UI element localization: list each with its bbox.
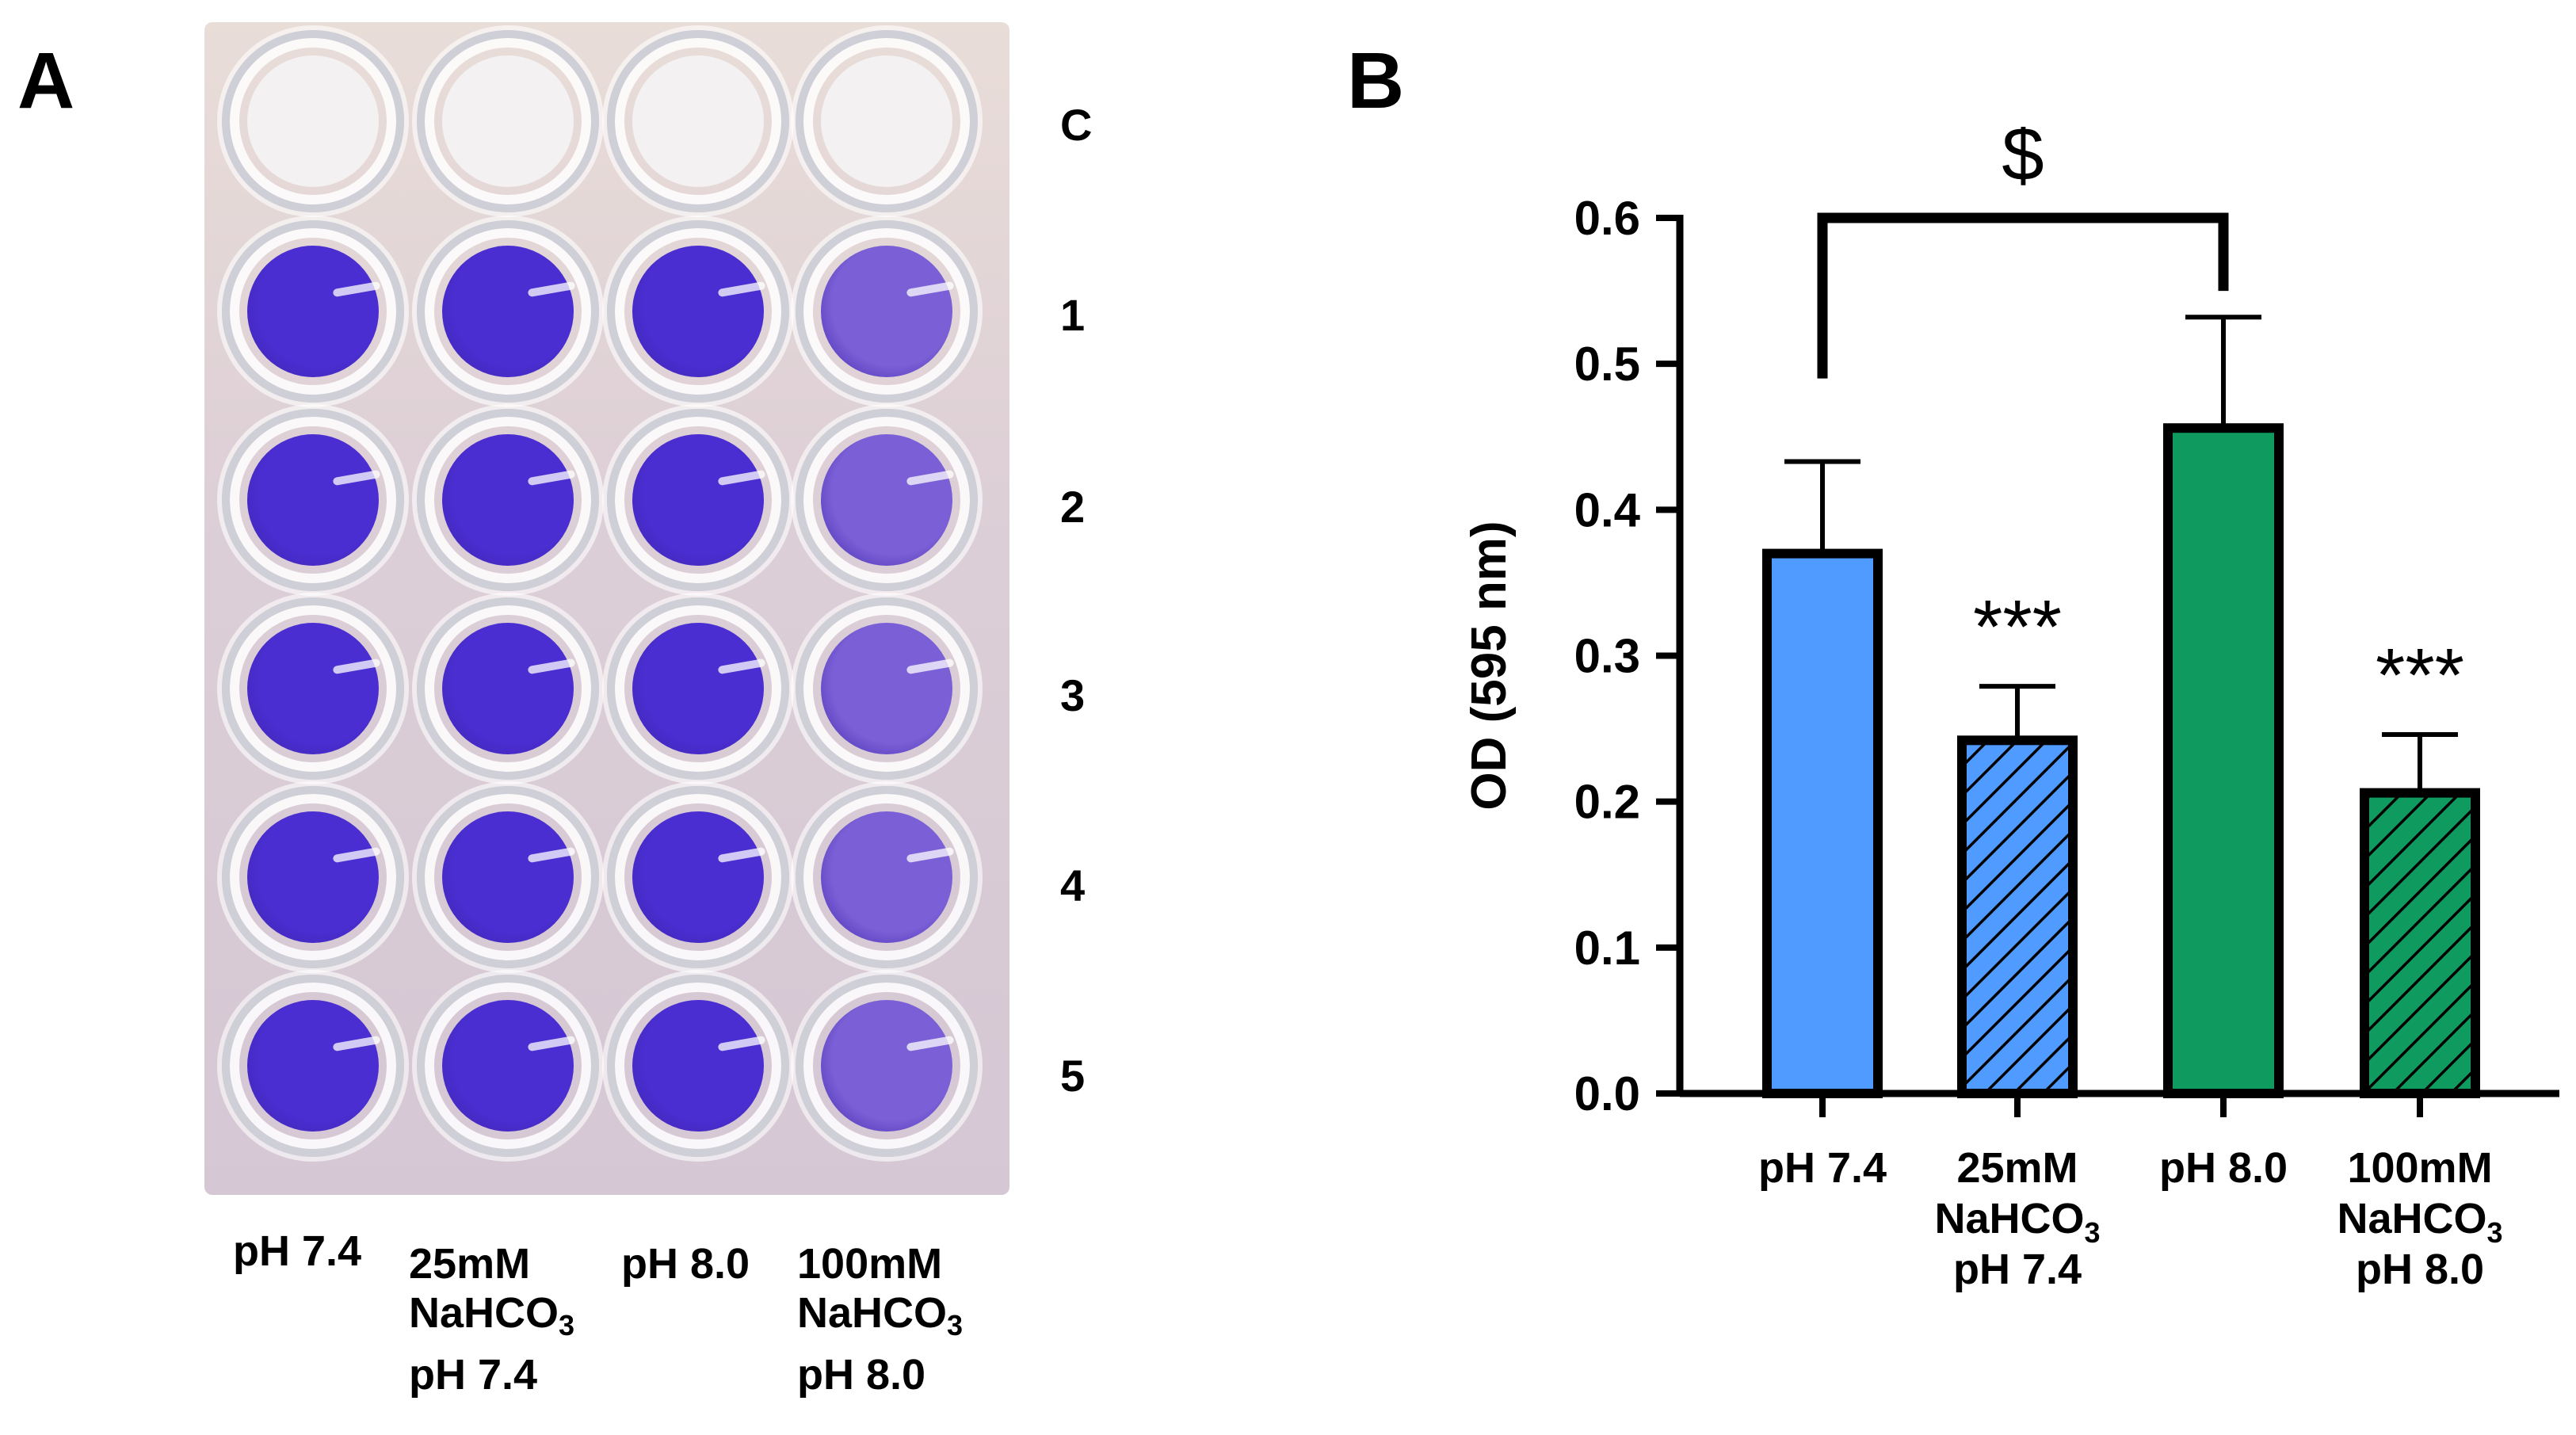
y-tick-label: 0.2 <box>1574 776 1640 829</box>
plate-well <box>222 597 404 780</box>
bracket-label: $ <box>2002 127 2044 197</box>
column-label-line: pH 8.0 <box>621 1240 750 1288</box>
column-label-line: NaHCO3 <box>409 1289 575 1341</box>
well-stain <box>821 434 952 566</box>
significance-marker: *** <box>2376 633 2464 718</box>
well-stain <box>442 55 574 187</box>
well-stain <box>442 1000 574 1132</box>
plate-well <box>607 409 789 591</box>
well-stain <box>821 811 952 943</box>
well-plate-photo <box>204 22 1009 1195</box>
well-stain <box>821 55 952 187</box>
y-tick-label: 0.1 <box>1574 922 1640 975</box>
plate-well <box>607 220 789 403</box>
plate-row-label: 4 <box>1060 861 1086 910</box>
column-label-line: pH 7.4 <box>409 1351 538 1399</box>
y-tick-label: 0.6 <box>1574 192 1640 245</box>
well-stain <box>821 1000 952 1132</box>
plate-well <box>417 975 599 1157</box>
plate-well <box>607 597 789 780</box>
well-stain <box>632 1000 764 1132</box>
column-label-line: 25mM <box>409 1240 531 1288</box>
well-stain <box>442 811 574 943</box>
well-stain <box>632 246 764 377</box>
plate-well <box>796 30 978 212</box>
plate-well <box>222 409 404 591</box>
x-category-label: NaHCO3 <box>2337 1195 2502 1249</box>
bar <box>1762 548 1883 1098</box>
well-stain <box>442 246 574 377</box>
x-category-label: NaHCO3 <box>1934 1195 2100 1249</box>
plate-well <box>222 30 404 212</box>
column-label-line: 100mM <box>797 1240 943 1288</box>
plate-row-label: C <box>1060 100 1093 150</box>
x-category-label: pH 8.0 <box>2356 1246 2484 1293</box>
plate-well <box>607 975 789 1157</box>
plate-column-label: pH 7.4 <box>233 1227 361 1276</box>
plate-well <box>417 786 599 968</box>
panel-label-b: B <box>1347 36 1405 125</box>
well-stain <box>247 623 379 754</box>
plate-well <box>796 409 978 591</box>
plate-well <box>417 409 599 591</box>
column-label-line: NaHCO3 <box>797 1289 964 1341</box>
well-stain <box>632 623 764 754</box>
plate-row-label: 1 <box>1060 290 1086 340</box>
x-category-label: 25mM <box>1956 1144 2078 1192</box>
plate-well <box>417 220 599 403</box>
y-tick-label: 0.4 <box>1574 483 1641 536</box>
bar <box>1957 735 2078 1098</box>
well-stain <box>442 623 574 754</box>
plate-well <box>796 786 978 968</box>
plate-well <box>417 597 599 780</box>
well-stain <box>247 811 379 943</box>
bar <box>2360 788 2480 1098</box>
plate-column-label: pH 8.0 <box>621 1239 750 1288</box>
well-stain <box>247 55 379 187</box>
x-category-label: pH 7.4 <box>1758 1144 1887 1192</box>
plate-well <box>222 220 404 403</box>
well-stain <box>632 55 764 187</box>
bar-chart: 0.00.10.20.30.40.50.6 ******$pH 7.4 25mMN… <box>1462 127 2559 1293</box>
plate-well <box>222 975 404 1157</box>
bar <box>2163 423 2284 1098</box>
significance-marker: *** <box>1973 585 2062 670</box>
column-label-line: pH 7.4 <box>233 1227 362 1275</box>
chart-bars <box>1762 315 2480 1098</box>
plate-well <box>222 786 404 968</box>
panel-label-a: A <box>17 36 75 125</box>
x-category-label: 100mM <box>2347 1144 2492 1192</box>
well-stain <box>247 434 379 566</box>
plate-well <box>796 220 978 403</box>
plate-row-label: 2 <box>1060 482 1086 532</box>
y-axis-label: OD (595 nm) <box>1462 521 1517 810</box>
well-stain <box>821 246 952 377</box>
plate-well <box>796 597 978 780</box>
y-tick-label: 0.3 <box>1574 630 1640 683</box>
plate-well <box>796 975 978 1157</box>
column-label-line: pH 8.0 <box>797 1351 926 1399</box>
x-category-label: pH 8.0 <box>2159 1144 2288 1192</box>
well-stain <box>632 434 764 566</box>
plate-row-label: 3 <box>1060 670 1086 720</box>
well-stain <box>442 434 574 566</box>
y-tick-label: 0.5 <box>1574 338 1640 391</box>
well-stain <box>821 623 952 754</box>
plate-column-label: 100mM NaHCO3 pH 8.0 <box>797 1239 963 1399</box>
well-stain <box>632 811 764 943</box>
well-stain <box>247 1000 379 1132</box>
plate-column-label: 25mM NaHCO3 pH 7.4 <box>409 1239 574 1399</box>
x-category-label: pH 7.4 <box>1953 1246 2082 1293</box>
y-tick-label: 0.0 <box>1574 1067 1640 1120</box>
plate-well <box>417 30 599 212</box>
significance-bracket <box>1817 212 2229 379</box>
plate-well <box>607 30 789 212</box>
plate-well <box>607 786 789 968</box>
plate-row-label: 5 <box>1060 1051 1086 1101</box>
well-stain <box>247 246 379 377</box>
